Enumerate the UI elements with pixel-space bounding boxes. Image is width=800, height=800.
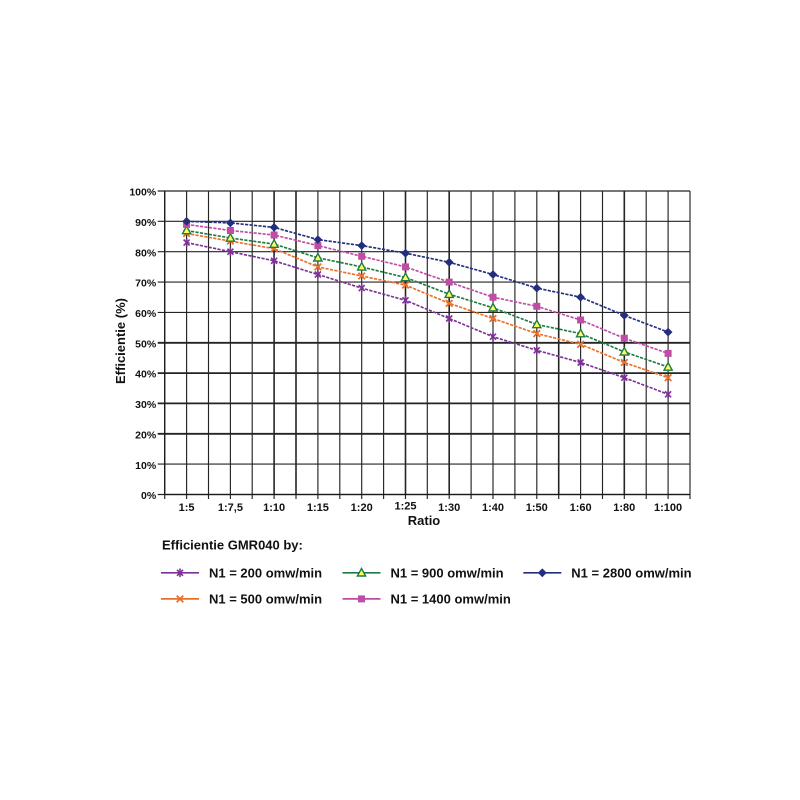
svg-text:N1 = 900 omw/min: N1 = 900 omw/min [391,565,504,580]
svg-text:Efficientie (%): Efficientie (%) [113,298,128,384]
svg-text:90%: 90% [135,217,157,229]
svg-text:1:25: 1:25 [394,500,416,512]
svg-text:20%: 20% [135,429,157,441]
svg-text:1:50: 1:50 [526,502,548,514]
svg-text:1:5: 1:5 [179,502,195,514]
svg-text:N1 = 1400 omw/min: N1 = 1400 omw/min [391,591,511,606]
svg-text:100%: 100% [129,187,157,199]
svg-text:Efficientie GMR040 by:: Efficientie GMR040 by: [162,538,303,553]
svg-text:Ratio: Ratio [408,513,441,528]
svg-text:50%: 50% [135,338,157,350]
svg-text:0%: 0% [141,490,157,502]
svg-text:1:40: 1:40 [482,502,504,514]
svg-text:40%: 40% [135,369,157,381]
svg-text:N1 = 2800 omw/min: N1 = 2800 omw/min [571,565,691,580]
svg-text:1:20: 1:20 [351,502,373,514]
svg-text:1:7,5: 1:7,5 [218,502,243,514]
svg-text:1:15: 1:15 [307,502,329,514]
svg-text:1:10: 1:10 [263,502,285,514]
svg-text:N1 = 200 omw/min: N1 = 200 omw/min [209,565,322,580]
svg-text:N1 = 500 omw/min: N1 = 500 omw/min [209,591,322,606]
svg-text:30%: 30% [135,399,157,411]
svg-text:1:60: 1:60 [570,502,592,514]
svg-text:1:30: 1:30 [438,502,460,514]
svg-text:10%: 10% [135,460,157,472]
svg-text:70%: 70% [135,278,157,290]
svg-text:1:100: 1:100 [654,502,682,514]
svg-text:60%: 60% [135,308,157,320]
svg-text:80%: 80% [135,247,157,259]
svg-text:1:80: 1:80 [613,502,635,514]
